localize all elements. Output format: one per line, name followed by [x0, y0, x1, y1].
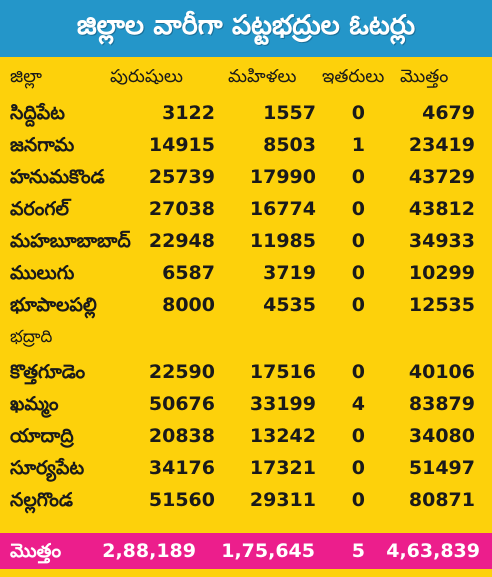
- table-row: ఖమ్మం 50676 33199 4 83879: [0, 389, 492, 419]
- header-district: జిల్లా: [10, 66, 43, 87]
- total-others: 5: [351, 540, 365, 562]
- totals-row: మొత్తం 2,88,189 1,75,645 5 4,63,839: [0, 533, 492, 569]
- cell-district: సిద్దిపేట: [10, 102, 65, 124]
- cell-others: 0: [351, 262, 365, 284]
- cell-district: నల్లగొండ: [10, 489, 73, 511]
- cell-total: 34933: [408, 230, 475, 252]
- cell-women: 1557: [263, 102, 316, 124]
- cell-others: 1: [351, 134, 365, 156]
- cell-women: 8503: [263, 134, 316, 156]
- cell-others: 0: [351, 489, 365, 511]
- table-header-row: జిల్లా పురుషులు మహిళలు ఇతరులు మొత్తం: [0, 62, 492, 92]
- cell-men: 34176: [148, 457, 215, 479]
- cell-women: 17321: [249, 457, 316, 479]
- cell-district: కొత్తగూడెం: [10, 361, 86, 383]
- cell-others: 0: [351, 361, 365, 383]
- cell-district: ములుగు: [10, 262, 75, 284]
- cell-others: 0: [351, 198, 365, 220]
- cell-total: 51497: [408, 457, 475, 479]
- title-banner: జిల్లాల వారీగా పట్టభద్రుల ఓటర్లు: [0, 0, 492, 57]
- table-row: వరంగల్ 27038 16774 0 43812: [0, 194, 492, 224]
- cell-others: 0: [351, 230, 365, 252]
- cell-total: 12535: [408, 294, 475, 316]
- total-label: మొత్తం: [10, 540, 62, 562]
- cell-district: మహబూబాబాద్: [10, 230, 131, 252]
- cell-men: 22948: [148, 230, 215, 252]
- cell-others: 0: [351, 294, 365, 316]
- cell-men: 20838: [148, 425, 215, 447]
- header-total: మొత్తం: [400, 66, 449, 87]
- cell-total: 4679: [422, 102, 475, 124]
- total-men: 2,88,189: [102, 540, 196, 562]
- cell-women: 11985: [249, 230, 316, 252]
- header-others: ఇతరులు: [322, 66, 385, 87]
- cell-district: భూపాలపల్లి: [10, 294, 97, 316]
- cell-men: 25739: [148, 166, 215, 188]
- table-row: సూర్యపేట 34176 17321 0 51497: [0, 453, 492, 483]
- cell-total: 43812: [408, 198, 475, 220]
- cell-men: 27038: [148, 198, 215, 220]
- cell-total: 34080: [408, 425, 475, 447]
- total-women: 1,75,645: [221, 540, 315, 562]
- header-men: పురుషులు: [110, 66, 183, 87]
- cell-others: 0: [351, 102, 365, 124]
- cell-others: 0: [351, 425, 365, 447]
- table-row: జనగామ 14915 8503 1 23419: [0, 130, 492, 160]
- table-row: యాదాద్రి 20838 13242 0 34080: [0, 421, 492, 451]
- header-women: మహిళలు: [228, 66, 297, 87]
- cell-women: 16774: [249, 198, 316, 220]
- table-row: మహబూబాబాద్ 22948 11985 0 34933: [0, 226, 492, 256]
- cell-district: హనుమకొండ: [10, 166, 105, 188]
- cell-men: 14915: [148, 134, 215, 156]
- cell-others: 0: [351, 457, 365, 479]
- cell-men: 22590: [148, 361, 215, 383]
- cell-men: 3122: [162, 102, 215, 124]
- cell-others: 0: [351, 166, 365, 188]
- cell-total: 80871: [408, 489, 475, 511]
- cell-women: 29311: [249, 489, 316, 511]
- cell-district: ఖమ్మం: [10, 393, 59, 415]
- page-title: జిల్లాల వారీగా పట్టభద్రుల ఓటర్లు: [76, 9, 416, 41]
- table-row: కొత్తగూడెం 22590 17516 0 40106: [0, 357, 492, 387]
- cell-others: 4: [351, 393, 365, 415]
- cell-men: 51560: [148, 489, 215, 511]
- cell-district: యాదాద్రి: [10, 425, 74, 447]
- cell-men: 6587: [162, 262, 215, 284]
- table-row: హనుమకొండ 25739 17990 0 43729: [0, 162, 492, 192]
- cell-total: 10299: [408, 262, 475, 284]
- cell-district: సూర్యపేట: [10, 457, 85, 479]
- cell-women: 3719: [263, 262, 316, 284]
- cell-men: 8000: [162, 294, 215, 316]
- cell-total: 40106: [408, 361, 475, 383]
- cell-total: 83879: [408, 393, 475, 415]
- cell-district: జనగామ: [10, 134, 75, 156]
- cell-total: 23419: [408, 134, 475, 156]
- cell-district: భద్రాది: [10, 327, 53, 347]
- cell-women: 33199: [249, 393, 316, 415]
- table-row: భద్రాది: [0, 322, 492, 352]
- cell-district: వరంగల్: [10, 198, 69, 220]
- table-row: సిద్దిపేట 3122 1557 0 4679: [0, 98, 492, 128]
- table-row: ములుగు 6587 3719 0 10299: [0, 258, 492, 288]
- cell-women: 13242: [249, 425, 316, 447]
- cell-women: 17516: [249, 361, 316, 383]
- cell-men: 50676: [148, 393, 215, 415]
- table-row: నల్లగొండ 51560 29311 0 80871: [0, 485, 492, 515]
- cell-women: 4535: [263, 294, 316, 316]
- cell-women: 17990: [249, 166, 316, 188]
- cell-total: 43729: [408, 166, 475, 188]
- total-total: 4,63,839: [386, 540, 480, 562]
- table-row: భూపాలపల్లి 8000 4535 0 12535: [0, 290, 492, 320]
